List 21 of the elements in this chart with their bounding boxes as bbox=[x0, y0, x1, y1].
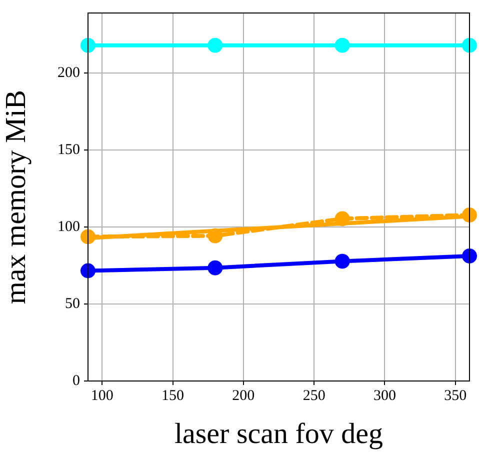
point bbox=[334, 254, 350, 269]
x-axis-title: laser scan fov deg bbox=[174, 418, 384, 450]
y-tick-label: 50 bbox=[65, 296, 80, 312]
y-tick-label: 100 bbox=[58, 218, 80, 235]
point bbox=[462, 38, 477, 53]
x-tick-label: 250 bbox=[302, 388, 326, 404]
point bbox=[208, 260, 223, 276]
point bbox=[80, 263, 96, 278]
y-tick-label: 150 bbox=[58, 142, 80, 158]
y-axis-title: max memory MiB bbox=[0, 90, 32, 304]
y-tick-label: 0 bbox=[72, 372, 80, 389]
x-tick-label: 150 bbox=[162, 388, 184, 404]
x-tick-label: 300 bbox=[373, 388, 396, 404]
y-tick-label: 200 bbox=[58, 64, 80, 81]
point bbox=[334, 38, 350, 53]
x-tick-label: 200 bbox=[232, 388, 255, 404]
x-tick-label: 350 bbox=[444, 388, 467, 404]
point bbox=[208, 38, 223, 53]
point bbox=[80, 38, 96, 53]
x-tick-label: 100 bbox=[90, 388, 114, 404]
point bbox=[462, 248, 477, 264]
